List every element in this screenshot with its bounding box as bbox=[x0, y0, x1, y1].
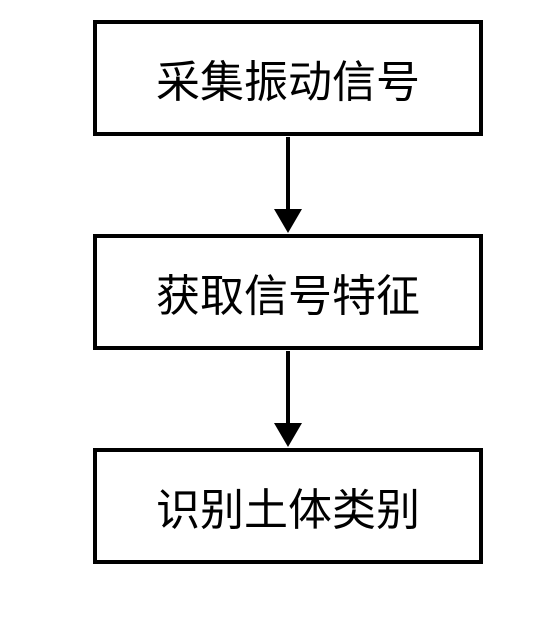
arrow-head-icon bbox=[274, 209, 302, 233]
flowchart-label: 采集振动信号 bbox=[156, 46, 420, 110]
flowchart-box-2: 获取信号特征 bbox=[93, 234, 483, 350]
flowchart-label: 识别土体类别 bbox=[156, 474, 420, 538]
flowchart-arrow-1 bbox=[93, 136, 483, 234]
flowchart-box-1: 采集振动信号 bbox=[93, 20, 483, 136]
flowchart-box-3: 识别土体类别 bbox=[93, 448, 483, 564]
arrow-line-icon bbox=[286, 351, 290, 423]
flowchart-container: 采集振动信号 获取信号特征 识别土体类别 bbox=[93, 20, 483, 564]
arrow-line-icon bbox=[286, 137, 290, 209]
arrow-head-icon bbox=[274, 423, 302, 447]
flowchart-label: 获取信号特征 bbox=[156, 260, 420, 324]
flowchart-arrow-2 bbox=[93, 350, 483, 448]
